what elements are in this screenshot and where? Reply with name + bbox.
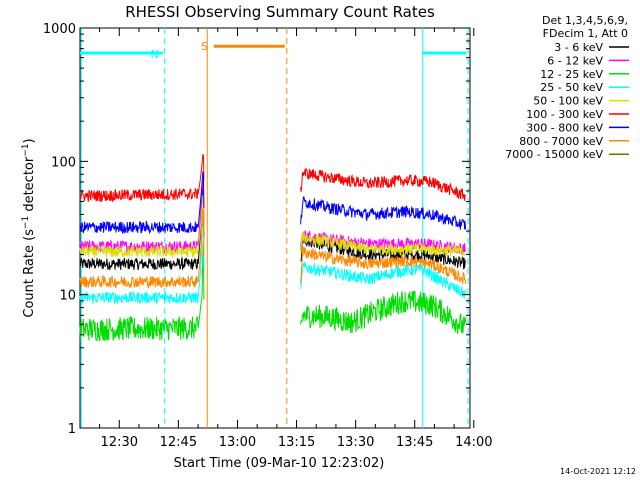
y-axis-label-main: Count Rate (s [22,229,37,318]
generation-timestamp: 14-Oct-2021 12:12 [560,467,636,476]
legend-label-8: 7000 - 15000 keV [505,148,603,161]
x-axis-ticks: 12:30 12:45 13:00 13:15 13:30 13:45 14:00 [99,28,493,450]
x-tick-label: 12:30 [101,435,138,450]
series-lines [79,153,467,342]
y-tick-label: 1000 [43,22,76,37]
series-line-4-seg-1 [300,231,466,258]
x-tick-label: 12:45 [160,435,197,450]
legend-header-line2: FDecim 1, Att 0 [543,27,628,40]
x-tick-label: 13:00 [219,435,256,450]
x-tick-label: 14:00 [455,435,492,450]
x-tick-label: 13:45 [396,435,433,450]
legend-label-7: 800 - 7000 keV [519,135,603,148]
y-axis-label-sup1: −1 [21,216,31,229]
annotation-label-2: S [201,40,208,53]
series-line-2-seg-0 [79,240,205,342]
x-tick-label: 13:15 [278,435,315,450]
series-line-3-seg-1 [300,261,467,299]
annotation-label-0: N [150,48,158,61]
series-line-7-seg-1 [300,246,467,285]
chart-title: RHESSI Observing Summary Count Rates [125,3,435,21]
y-axis-label: Count Rate (s−1 detector−1) [21,138,37,317]
legend: Det 1,3,4,5,6,9, FDecim 1, Att 0 3 - 6 k… [505,14,629,161]
y-tick-label: 10 [59,289,76,304]
y-axis-label-mid: detector [22,156,37,216]
y-axis-ticks: 1 10 100 1000 [43,22,470,437]
series-line-1-seg-0 [79,179,205,254]
series-line-0-seg-0 [79,187,205,270]
series-line-6-seg-0 [79,170,205,235]
series-line-7-seg-0 [79,208,205,289]
y-tick-label: 100 [51,155,76,170]
legend-header-line1: Det 1,3,4,5,6,9, [542,14,628,27]
series-line-2-seg-1 [300,290,467,334]
legend-label-6: 300 - 800 keV [526,121,603,134]
y-tick-label: 1 [68,422,76,437]
series-line-3-seg-0 [79,215,205,306]
x-tick-label: 13:30 [337,435,374,450]
series-line-6-seg-1 [300,196,467,230]
legend-label-4: 50 - 100 keV [533,95,603,108]
legend-label-0: 3 - 6 keV [554,41,603,54]
legend-label-1: 6 - 12 keV [547,54,603,67]
y-axis-label-end: ) [22,138,37,143]
legend-label-3: 25 - 50 keV [540,81,603,94]
attenuator-bars: NS [80,40,467,61]
plot-frame [79,27,471,429]
series-line-0-seg-1 [300,235,467,270]
legend-label-5: 100 - 300 keV [526,108,603,121]
series-line-5-seg-0 [79,153,205,203]
legend-label-2: 12 - 25 keV [540,68,603,81]
x-axis-label: Start Time (09-Mar-10 12:23:02) [174,456,385,471]
series-line-4-seg-0 [79,194,205,259]
y-axis-label-sup2: −1 [21,143,31,156]
series-line-5-seg-1 [300,167,467,201]
